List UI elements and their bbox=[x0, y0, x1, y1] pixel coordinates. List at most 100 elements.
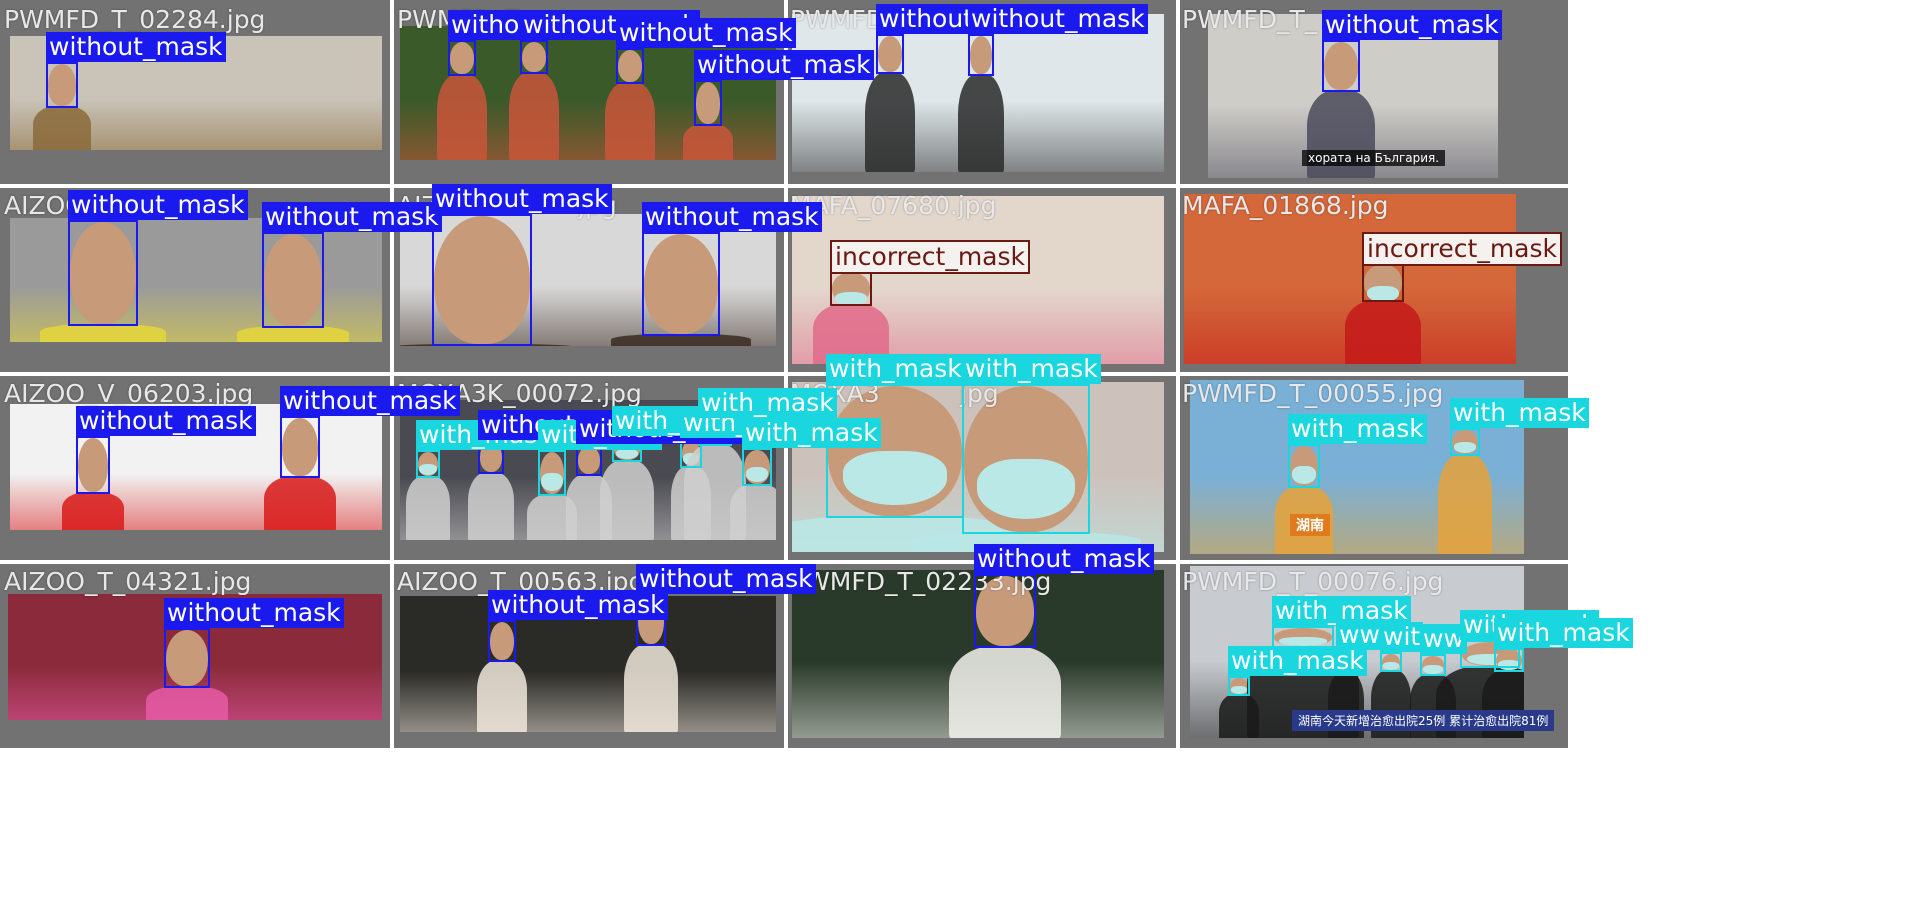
body-shape bbox=[467, 472, 515, 540]
mask-shape bbox=[1453, 442, 1477, 454]
tile-filename: PWMFD_T_02284.jpg bbox=[4, 5, 266, 34]
bounding-box-with-mask bbox=[1380, 652, 1402, 672]
bounding-box-with-mask bbox=[1494, 648, 1524, 672]
body-shape bbox=[33, 106, 91, 150]
class-label: incorrect_mask bbox=[830, 240, 1031, 274]
body-shape bbox=[1345, 300, 1421, 364]
bounding-box-without-mask bbox=[448, 40, 476, 76]
face-shape bbox=[618, 50, 642, 82]
bounding-box-with-mask bbox=[1288, 444, 1320, 488]
mask-shape bbox=[745, 467, 769, 483]
tile-photo bbox=[792, 196, 1164, 364]
body-shape bbox=[1438, 454, 1492, 554]
tv-caption: хората на България. bbox=[1302, 150, 1446, 166]
body-shape bbox=[40, 324, 166, 342]
bounding-box-with-mask bbox=[1460, 640, 1520, 668]
mask-shape bbox=[977, 459, 1075, 519]
body-shape bbox=[600, 460, 654, 540]
mask-shape bbox=[541, 473, 563, 492]
face-shape bbox=[976, 576, 1034, 646]
face-shape bbox=[48, 64, 76, 106]
class-label: without_mask bbox=[642, 202, 822, 232]
body-shape bbox=[730, 484, 776, 540]
body-shape bbox=[508, 72, 560, 160]
class-label: without_mask bbox=[1322, 10, 1502, 40]
class-label: without_mask bbox=[68, 190, 248, 220]
class-label: without_mask bbox=[636, 564, 816, 594]
class-label: without_mask bbox=[46, 32, 226, 62]
body-shape bbox=[406, 476, 450, 540]
face-shape bbox=[434, 216, 530, 344]
body-shape bbox=[237, 326, 349, 342]
bounding-box-without-mask bbox=[280, 416, 320, 478]
bounding-box-without-mask bbox=[68, 220, 138, 326]
class-label: without_mask bbox=[968, 4, 1148, 34]
mask-shape bbox=[418, 464, 438, 476]
body-shape bbox=[957, 74, 1005, 172]
body-shape bbox=[436, 74, 488, 160]
bounding-box-without-mask bbox=[968, 34, 994, 76]
class-label: with_mask bbox=[1228, 646, 1367, 676]
class-label: without_mask bbox=[280, 386, 460, 416]
bounding-box-with-mask bbox=[538, 450, 566, 496]
body-shape bbox=[949, 646, 1061, 738]
face-shape bbox=[644, 234, 718, 334]
tile-photo bbox=[792, 382, 1164, 552]
bounding-box-with-mask bbox=[742, 448, 772, 486]
class-label: without_mask bbox=[432, 184, 612, 214]
class-label: with_mask bbox=[962, 354, 1101, 384]
body-shape bbox=[145, 686, 229, 720]
mask-shape bbox=[1497, 660, 1521, 670]
class-label: incorrect_mask bbox=[1362, 232, 1563, 266]
class-label: with_mask bbox=[1494, 618, 1633, 648]
body-shape bbox=[864, 72, 916, 172]
mask-shape bbox=[835, 291, 867, 306]
class-label: without_mask bbox=[262, 202, 442, 232]
mask-shape bbox=[842, 451, 948, 505]
tv-caption: 湖南今天新增治愈出院25例 累计治愈出院81例 bbox=[1292, 710, 1555, 731]
mask-shape bbox=[1467, 654, 1513, 666]
bounding-box-without-mask bbox=[1322, 40, 1360, 92]
bounding-box-without-mask bbox=[432, 214, 532, 346]
right-margin bbox=[1568, 0, 1920, 916]
tile-photo bbox=[400, 596, 776, 732]
mask-shape bbox=[1423, 665, 1443, 674]
face-shape bbox=[282, 418, 318, 476]
bounding-box-without-mask bbox=[164, 628, 210, 688]
face-shape bbox=[490, 622, 514, 660]
bounding-box-with-mask bbox=[1272, 626, 1334, 648]
tile-filename: PWMFD_T_ bbox=[1182, 5, 1318, 34]
bounding-box-with-mask bbox=[826, 384, 964, 518]
face-shape bbox=[450, 42, 474, 74]
class-label: with_mask bbox=[826, 354, 965, 384]
tile-photo bbox=[400, 214, 776, 346]
class-label: with_mask bbox=[1288, 414, 1427, 444]
body-shape bbox=[264, 476, 336, 530]
face-shape bbox=[878, 36, 902, 72]
body-shape bbox=[62, 492, 124, 530]
bounding-box-without-mask bbox=[488, 620, 516, 662]
bounding-box-with-mask bbox=[962, 384, 1090, 534]
bounding-box-without-mask bbox=[76, 436, 110, 494]
tile-filename: PWMFD bbox=[790, 5, 885, 34]
face-shape bbox=[70, 222, 136, 324]
bounding-box-without-mask bbox=[520, 40, 548, 74]
bounding-box-with-mask bbox=[1450, 428, 1480, 456]
face-shape bbox=[78, 438, 108, 492]
tv-caption: 湖南 bbox=[1290, 514, 1330, 536]
bounding-box-with-mask bbox=[416, 450, 440, 478]
tile-photo bbox=[400, 26, 776, 160]
class-label: without_mask bbox=[164, 598, 344, 628]
tile-photo bbox=[10, 218, 382, 342]
mask-shape bbox=[1279, 637, 1327, 646]
bounding-box-without-mask bbox=[46, 62, 78, 108]
bounding-box-with-mask bbox=[1420, 654, 1446, 676]
bounding-box-incorrect-mask bbox=[830, 270, 872, 306]
face-shape bbox=[264, 234, 322, 326]
class-label: with_mask bbox=[742, 418, 881, 448]
face-shape bbox=[1324, 42, 1358, 90]
class-label: without_mask bbox=[694, 50, 874, 80]
tile-photo bbox=[1184, 194, 1516, 364]
bounding-box-without-mask bbox=[694, 80, 722, 126]
